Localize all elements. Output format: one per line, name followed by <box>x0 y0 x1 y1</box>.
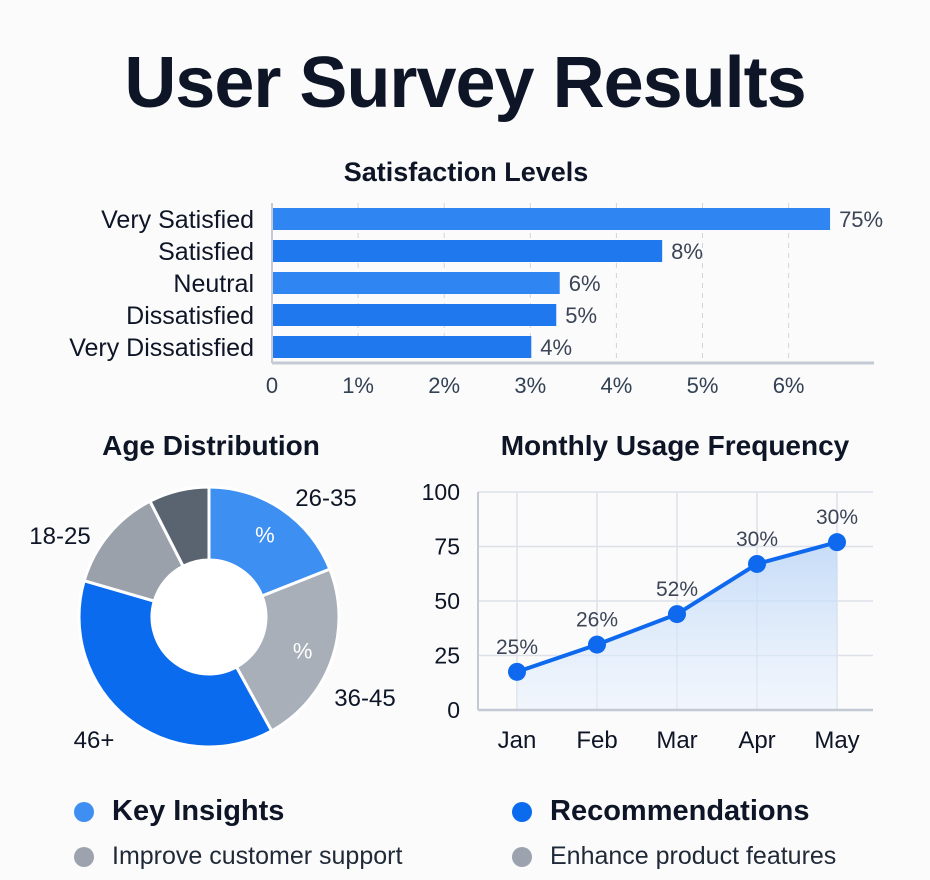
line-x-tick-label: May <box>814 727 859 754</box>
line-y-tick-label: 100 <box>422 479 460 505</box>
line-data-point <box>508 662 526 681</box>
line-data-label: 52% <box>656 578 698 601</box>
bar-category-label: Very Dissatisfied <box>69 334 254 362</box>
line-chart-title: Monthly Usage Frequency <box>500 430 850 461</box>
bar <box>273 336 532 358</box>
page-title: User Survey Results <box>124 43 806 123</box>
donut-slice-category-label: 18-25 <box>29 523 90 550</box>
bar <box>273 208 831 230</box>
key-insights-dot-icon <box>74 801 94 822</box>
line-data-point <box>588 635 606 654</box>
donut-chart-title: Age Distribution <box>102 430 320 461</box>
line-y-tick-label: 50 <box>434 588 460 614</box>
bar-x-tick-label: 5% <box>687 373 719 398</box>
bar-x-tick-label: 2% <box>428 373 460 398</box>
bar <box>273 272 560 294</box>
line-data-label: 30% <box>816 506 858 529</box>
bar-x-tick-label: 6% <box>773 373 805 398</box>
bar-x-tick-label: 4% <box>601 373 633 398</box>
line-data-label: 26% <box>576 609 618 632</box>
line-data-point <box>828 533 846 552</box>
bar-x-tick-label: 1% <box>342 373 374 398</box>
donut-slice <box>234 567 341 733</box>
line-data-label: 25% <box>496 636 538 659</box>
age-donut-chart: % 26-35% 36-45 46+ 18-25 <box>29 485 395 754</box>
donut-slice-category-label: 46+ <box>74 727 115 754</box>
bar-category-label: Satisfied <box>158 238 254 266</box>
bar-value-label: 6% <box>569 271 601 296</box>
donut-slice-value-label: % <box>255 523 275 548</box>
donut-hole <box>153 561 265 673</box>
line-y-tick-label: 25 <box>434 643 460 669</box>
bar-value-label: 75% <box>839 207 883 232</box>
bar <box>273 240 663 262</box>
line-y-tick-label: 75 <box>434 534 460 560</box>
legend-key-insights: Key Insights <box>74 795 284 828</box>
line-data-point <box>668 605 686 624</box>
key-insights-heading: Key Insights <box>112 795 285 827</box>
bar-category-label: Very Satisfied <box>101 206 254 234</box>
bar-x-tick-label: 3% <box>514 373 546 398</box>
usage-line-chart: 0 25 50 75 100 25% Jan 26% Feb 52% Mar 30% Apr 30% May <box>422 479 873 754</box>
bar-x-tick-label: 0 <box>266 373 278 398</box>
donut-slice <box>207 485 332 598</box>
bar-value-label: 8% <box>671 239 703 264</box>
recommendations-dot-icon <box>512 801 532 822</box>
line-data-point <box>748 554 766 573</box>
line-x-tick-label: Apr <box>738 727 775 754</box>
legend-recommendation-item: Enhance product features <box>512 842 836 871</box>
bar-category-label: Neutral <box>173 270 254 298</box>
recommendation-item-dot-icon <box>512 846 532 867</box>
line-x-tick-label: Feb <box>576 727 617 754</box>
bar-value-label: 4% <box>540 335 572 360</box>
donut-slice-category-label: 26-35 <box>295 485 356 512</box>
donut-slice <box>147 485 211 569</box>
legend-recommendations: Recommendations <box>512 795 809 828</box>
bar-value-label: 5% <box>565 303 597 328</box>
bar-chart-title: Satisfaction Levels <box>343 157 589 187</box>
donut-slice-value-label: % <box>293 639 313 664</box>
bar <box>273 304 557 326</box>
recommendation-item-text: Enhance product features <box>550 842 837 870</box>
line-x-tick-label: Jan <box>498 727 537 754</box>
legend-insight-item: Improve customer support <box>74 842 402 871</box>
satisfaction-bar-chart: Very Satisfied 75% Satisfied 8% Neutral 6% Dis… <box>69 203 883 398</box>
insight-item-dot-icon <box>74 846 94 867</box>
line-y-tick-label: 0 <box>447 697 460 723</box>
line-x-tick-label: Mar <box>656 727 697 754</box>
donut-slice <box>77 578 274 749</box>
donut-slice-category-label: 36-45 <box>334 685 395 712</box>
recommendations-heading: Recommendations <box>550 795 810 827</box>
bar-category-label: Dissatisfied <box>126 302 254 330</box>
line-data-label: 30% <box>736 528 778 551</box>
line-area-fill <box>517 542 837 710</box>
insight-item-text: Improve customer support <box>112 842 403 870</box>
